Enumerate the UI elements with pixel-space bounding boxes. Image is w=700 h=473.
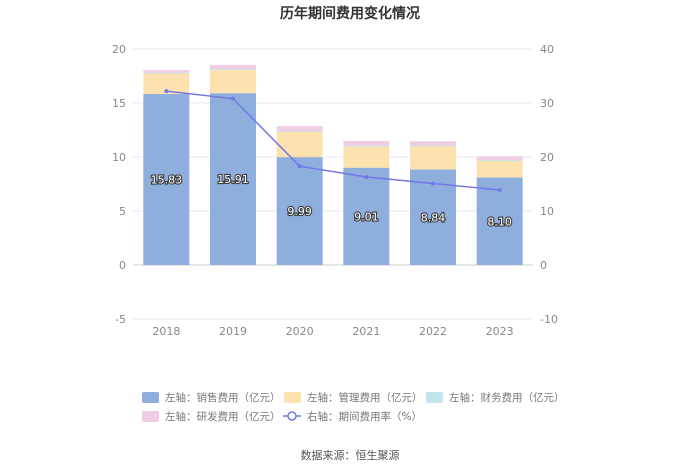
right-tick-label: 30 xyxy=(540,97,554,110)
legend: 左轴：销售费用（亿元） 左轴：管理费用（亿元） 左轴：财务费用（亿元） 左轴：研发费用… xyxy=(142,391,565,423)
bar-segment xyxy=(343,146,390,168)
legend-label: 左轴：管理费用（亿元） xyxy=(307,391,423,404)
right-tick-label: 10 xyxy=(540,205,554,218)
x-tick-label: 2022 xyxy=(419,325,447,338)
legend-label: 右轴：期间费用率（%） xyxy=(307,410,422,423)
rate-point xyxy=(231,96,235,101)
bar-segment xyxy=(276,131,323,158)
left-tick-label: 15 xyxy=(112,97,126,110)
x-tick-label: 2023 xyxy=(486,325,514,338)
bar-segment xyxy=(143,72,190,74)
bar-segment xyxy=(476,160,523,161)
rate-line xyxy=(164,89,502,192)
rate-line-path xyxy=(166,90,500,191)
rate-point xyxy=(297,164,302,169)
data-label: 9.99 xyxy=(287,205,312,218)
data-label: 8.10 xyxy=(487,215,512,228)
data-label: 15.91 xyxy=(217,173,249,186)
data-labels: 15.83 15.91 9.99 9.01 8.84 8.10 xyxy=(149,172,513,229)
left-tick-label: -5 xyxy=(115,313,126,326)
rate-point xyxy=(497,187,502,192)
x-tick-label: 2021 xyxy=(352,325,380,338)
left-tick-label: 0 xyxy=(119,259,126,272)
x-tick-label: 2018 xyxy=(152,325,180,338)
data-label: 15.83 xyxy=(151,174,183,187)
bar-segment xyxy=(476,160,523,178)
rate-point xyxy=(164,89,169,94)
right-tick-label: 40 xyxy=(540,43,554,56)
data-label: 9.01 xyxy=(354,210,379,223)
bar-segment xyxy=(476,156,523,161)
bar-segment xyxy=(343,167,390,265)
legend-label: 左轴：销售费用（亿元） xyxy=(165,391,281,404)
bar-segment xyxy=(143,94,190,265)
bar-segment xyxy=(343,145,390,147)
x-tick-label: 2019 xyxy=(219,325,247,338)
rate-point xyxy=(364,174,369,179)
bar-segment xyxy=(210,69,256,70)
left-tick-label: 10 xyxy=(112,151,126,164)
bars xyxy=(143,64,523,265)
bar-segment xyxy=(276,157,323,265)
bar-segment xyxy=(210,64,256,70)
bar-segment xyxy=(343,141,390,146)
bar-segment xyxy=(476,177,523,265)
left-tick-label: 20 xyxy=(112,43,126,56)
left-tick-label: 5 xyxy=(119,205,126,218)
data-label: 8.84 xyxy=(421,211,446,224)
bar-segment xyxy=(276,130,323,132)
bar-segment xyxy=(210,93,256,265)
legend-swatch xyxy=(142,411,159,422)
grid xyxy=(133,48,533,320)
legend-swatch xyxy=(287,411,297,421)
chart-title: 历年期间费用变化情况 xyxy=(280,5,420,22)
right-tick-label: 20 xyxy=(540,151,554,164)
legend-label: 左轴：研发费用（亿元） xyxy=(165,410,281,423)
right-tick-label: 0 xyxy=(540,259,547,272)
rate-point xyxy=(431,181,435,186)
legend-swatch xyxy=(426,392,443,403)
x-tick-label: 2020 xyxy=(286,325,314,338)
bar-segment xyxy=(276,126,323,131)
bar-segment xyxy=(410,141,456,146)
bar-segment xyxy=(410,145,456,147)
legend-label: 左轴：财务费用（亿元） xyxy=(449,391,565,404)
right-tick-label: -10 xyxy=(540,313,558,326)
source-note: 数据来源：恒生聚源 xyxy=(301,448,400,462)
bar-segment xyxy=(210,69,256,94)
axes: -5 -10 0 0 5 10 10 20 15 30 20 40 2018 2019 2020 2021 20… xyxy=(112,43,558,338)
legend-swatch xyxy=(142,392,159,403)
bar-segment xyxy=(410,145,456,170)
bar-segment xyxy=(143,72,190,95)
legend-swatch xyxy=(284,392,301,403)
bar-segment xyxy=(143,70,190,73)
